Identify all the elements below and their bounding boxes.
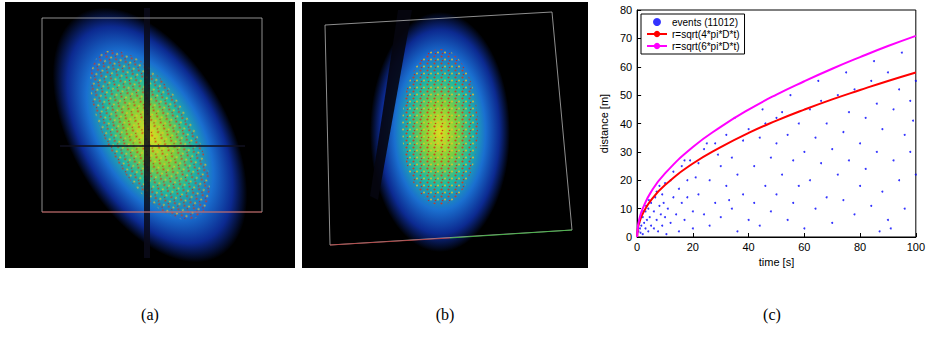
- html-text:(a): (a): [141, 306, 159, 323]
- svg-text:30: 30: [620, 146, 632, 158]
- svg-text:0: 0: [626, 231, 632, 243]
- svg-text:r=sqrt(4*pi*D*t): r=sqrt(4*pi*D*t): [672, 29, 740, 40]
- svg-text:60: 60: [620, 61, 632, 73]
- svg-text:80: 80: [620, 4, 632, 16]
- svg-text:0: 0: [634, 241, 640, 253]
- svg-text:70: 70: [620, 32, 632, 44]
- html-text:(c): (c): [763, 306, 781, 323]
- svg-text:10: 10: [620, 203, 632, 215]
- svg-text:events (11012): events (11012): [672, 17, 738, 28]
- svg-text:100: 100: [907, 241, 925, 253]
- html-text:(b): (b): [435, 306, 455, 323]
- svg-text:50: 50: [620, 89, 632, 101]
- svg-text:40: 40: [620, 118, 632, 130]
- svg-text:r=sqrt(6*pi*D*t): r=sqrt(6*pi*D*t): [672, 41, 740, 52]
- svg-text:80: 80: [854, 241, 866, 253]
- svg-text:distance [m]: distance [m]: [598, 94, 610, 153]
- svg-text:60: 60: [798, 241, 810, 253]
- svg-text:40: 40: [742, 241, 754, 253]
- svg-text:time [s]: time [s]: [759, 256, 794, 268]
- svg-text:20: 20: [687, 241, 699, 253]
- svg-text:20: 20: [620, 174, 632, 186]
